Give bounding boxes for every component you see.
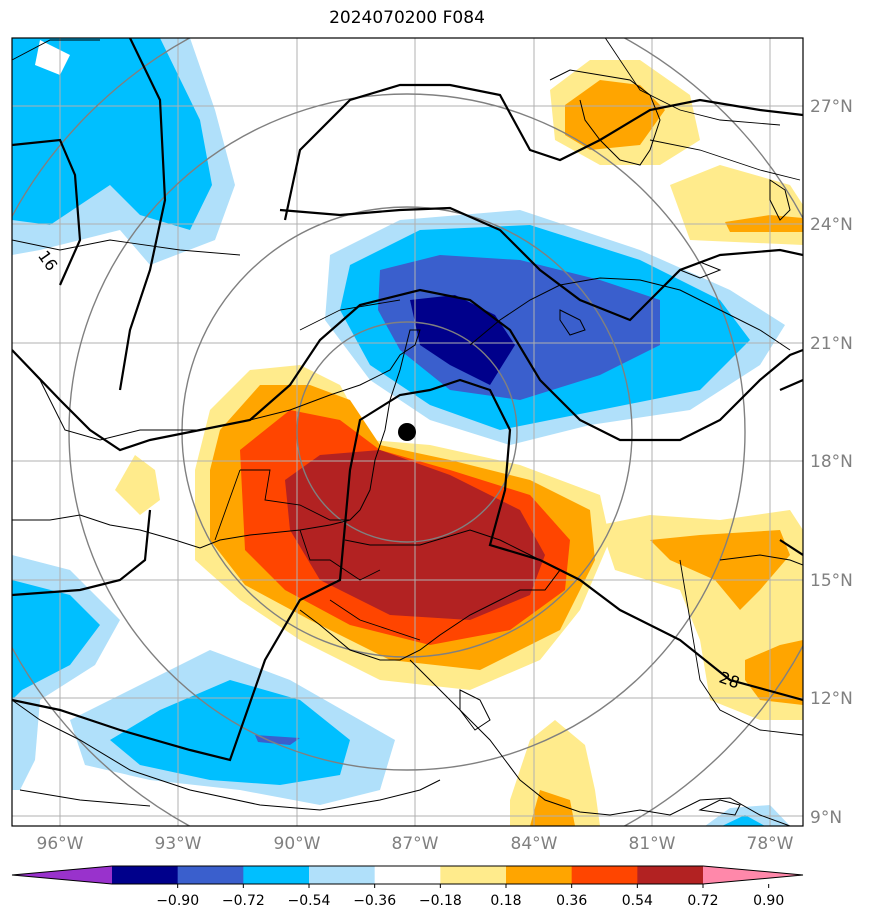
negative-anomaly-sw: [110, 680, 350, 785]
colorbar-extend-low: [12, 866, 112, 884]
colorbar-segment: [637, 866, 704, 884]
lat-label: 27°N: [810, 97, 853, 117]
colorbar-segment: [309, 866, 376, 884]
lat-label: 24°N: [810, 215, 853, 235]
colorbar-tick-label: 0.18: [490, 893, 521, 909]
anomaly-fill-layer: [12, 38, 803, 826]
lon-label: 78°W: [747, 834, 794, 854]
colorbar-extend-high: [703, 866, 803, 884]
height-contours: [12, 38, 803, 762]
colorbar-tick-label: 0.72: [687, 893, 718, 909]
colorbar-segment: [440, 866, 507, 884]
colorbar-segment: [374, 866, 441, 884]
colorbar-tick-label: 0.90: [753, 893, 784, 909]
negative-anomaly-nw: [12, 38, 212, 230]
longitude-labels: 96°W 93°W 90°W 87°W 84°W 81°W 78°W: [37, 834, 794, 854]
graticule: [12, 38, 803, 826]
colorbar-tick-label: −0.54: [288, 893, 331, 909]
colorbar-tick-label: −0.90: [156, 893, 199, 909]
colorbar: −0.90 −0.72 −0.54 −0.36 −0.18 0.18 0.36 0.54 0.7…: [11, 865, 804, 909]
lat-label: 9°N: [810, 808, 842, 828]
colorbar-segment: [571, 866, 638, 884]
colorbar-tick-label: 0.54: [622, 893, 653, 909]
map-frame: [11, 37, 804, 827]
lat-label: 18°N: [810, 452, 853, 472]
colorbar-tick-label: −0.36: [353, 893, 396, 909]
negative-anomaly-west: [12, 580, 100, 700]
lat-label: 12°N: [810, 689, 853, 709]
colorbar-segment: [506, 866, 573, 884]
positive-anomaly-ne: [565, 80, 665, 150]
lon-label: 90°W: [274, 834, 321, 854]
map-title: 2024070200 F084: [329, 8, 485, 28]
lon-label: 93°W: [155, 834, 202, 854]
lon-label: 96°W: [37, 834, 84, 854]
lat-label: 15°N: [810, 571, 853, 591]
lon-label: 87°W: [392, 834, 439, 854]
borders: [12, 38, 803, 807]
lon-label: 84°W: [511, 834, 558, 854]
colorbar-tick-label: −0.72: [222, 893, 265, 909]
lon-label: 81°W: [629, 834, 676, 854]
colorbar-outline: [11, 865, 804, 885]
colorbar-segment: [112, 866, 179, 884]
lat-label: 21°N: [810, 334, 853, 354]
storm-center-dot: [398, 423, 416, 441]
negative-anomaly-core: [410, 295, 515, 385]
colorbar-tick-label: 0.36: [556, 893, 587, 909]
colorbar-tick-label: −0.18: [419, 893, 462, 909]
colorbar-segment: [177, 866, 244, 884]
colorbar-segment: [243, 866, 310, 884]
latitude-labels: 27°N 24°N 21°N 18°N 15°N 12°N 9°N: [810, 97, 853, 828]
